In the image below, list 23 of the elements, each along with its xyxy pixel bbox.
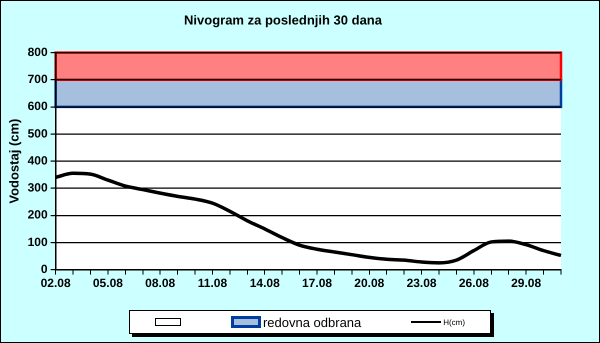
x-tick-label: 17.08 bbox=[302, 276, 332, 290]
x-tick-label: 11.08 bbox=[198, 276, 228, 290]
legend-label: redovna odbrana bbox=[262, 314, 362, 330]
y-tick-label: 700 bbox=[28, 72, 48, 86]
x-tick-label: 23.08 bbox=[406, 276, 437, 290]
chart-title: Nivogram za poslednjih 30 dana bbox=[184, 12, 383, 28]
y-tick-label: 500 bbox=[28, 126, 48, 140]
x-tick-label: 29.08 bbox=[511, 276, 542, 290]
y-tick-label: 100 bbox=[28, 234, 48, 249]
x-tick-label: 05.08 bbox=[92, 276, 124, 290]
y-tick-label: 200 bbox=[28, 208, 48, 222]
y-tick-label: 0 bbox=[40, 262, 48, 276]
x-tick-label: 08.08 bbox=[145, 276, 176, 290]
x-tick-label: 02.08 bbox=[40, 276, 71, 290]
y-axis-title: Vodostaj (cm) bbox=[6, 118, 22, 204]
y-tick-label: 600 bbox=[28, 99, 48, 114]
x-tick-label: 26.08 bbox=[458, 276, 490, 290]
x-tick-label: 14.08 bbox=[250, 276, 280, 290]
legend-label: H(cm) bbox=[443, 318, 466, 326]
x-tick-label: 20.08 bbox=[354, 276, 385, 290]
y-tick-label: 400 bbox=[28, 153, 48, 168]
y-tick-label: 800 bbox=[28, 44, 48, 59]
y-tick-label: 300 bbox=[28, 180, 48, 195]
